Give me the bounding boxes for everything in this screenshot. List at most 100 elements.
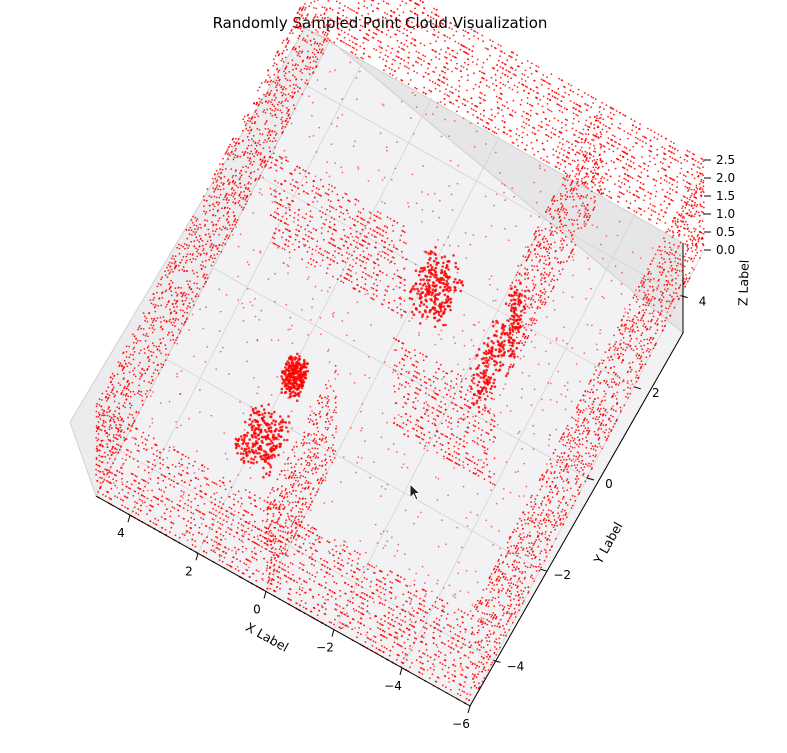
data-point (358, 569, 361, 571)
data-point (219, 533, 222, 536)
data-point (132, 369, 135, 372)
data-point (221, 207, 223, 210)
data-point (647, 268, 649, 271)
data-point (107, 491, 109, 493)
data-point (202, 265, 205, 267)
data-point (684, 285, 687, 288)
data-point (416, 72, 418, 74)
data-point (318, 593, 320, 596)
data-point (580, 132, 583, 135)
data-point (187, 305, 189, 307)
data-point (467, 656, 470, 659)
data-point (145, 317, 148, 320)
data-point (505, 576, 507, 579)
data-point (525, 112, 528, 115)
data-point (405, 23, 408, 26)
data-point (212, 550, 215, 553)
data-point (124, 362, 127, 365)
data-point (126, 381, 129, 383)
data-point (196, 509, 199, 512)
data-point (461, 637, 464, 640)
data-point (406, 35, 409, 37)
data-point (546, 97, 549, 100)
data-point (170, 268, 173, 271)
data-point (197, 252, 200, 255)
data-point (647, 207, 650, 210)
data-point (259, 164, 262, 167)
data-point (619, 154, 622, 157)
data-point (139, 372, 142, 374)
data-point (123, 431, 125, 434)
data-point (250, 529, 253, 532)
data-point (189, 253, 192, 256)
data-point (640, 176, 642, 179)
data-point (142, 495, 145, 497)
data-point (358, 627, 361, 629)
data-point (192, 533, 195, 536)
data-point (451, 70, 454, 73)
data-point (233, 535, 236, 538)
data-point (602, 407, 605, 410)
data-point (578, 110, 581, 113)
data-point (220, 181, 223, 184)
data-point (516, 128, 518, 130)
data-point (220, 507, 223, 510)
data-point (164, 486, 167, 489)
data-point (227, 527, 230, 529)
data-point (457, 90, 460, 92)
data-point (701, 210, 703, 213)
data-point (273, 73, 276, 76)
data-point (312, 71, 315, 73)
data-point (340, 627, 342, 630)
data-point (271, 114, 274, 117)
data-point (97, 421, 100, 423)
data-point (161, 526, 163, 529)
data-point (289, 117, 291, 119)
data-point (383, 635, 385, 638)
data-point (371, 597, 374, 600)
data-point (333, 623, 335, 626)
data-point (264, 127, 267, 130)
data-point (160, 499, 163, 502)
data-point (568, 93, 570, 96)
data-point (660, 135, 663, 138)
data-point (261, 519, 264, 522)
data-point (401, 651, 404, 654)
data-point (299, 593, 301, 596)
data-point (457, 95, 460, 98)
data-point (301, 30, 303, 32)
data-point (198, 245, 201, 248)
data-point (403, 43, 406, 46)
data-point (573, 133, 575, 136)
data-point (226, 212, 229, 215)
data-point (686, 223, 689, 226)
data-point (168, 472, 171, 475)
data-point (179, 261, 182, 264)
data-point (264, 537, 267, 540)
data-point (390, 608, 393, 610)
data-point (287, 598, 290, 600)
data-point (657, 170, 660, 173)
data-point (594, 151, 597, 153)
data-point (539, 98, 542, 101)
data-point (337, 567, 339, 570)
data-point (241, 502, 243, 505)
data-point (544, 536, 547, 539)
data-point (152, 463, 154, 466)
data-point (138, 326, 140, 329)
data-point (260, 82, 263, 84)
data-point (427, 73, 429, 75)
data-point (384, 64, 387, 67)
data-point (669, 177, 671, 179)
data-point (289, 79, 292, 82)
data-point (298, 567, 301, 569)
data-point (509, 55, 512, 58)
data-point (281, 57, 284, 60)
data-point (432, 642, 435, 645)
data-point (309, 56, 312, 59)
data-point (242, 514, 245, 517)
data-point (385, 33, 388, 36)
data-point (276, 51, 279, 54)
data-point (326, 593, 329, 596)
data-point (601, 176, 604, 178)
